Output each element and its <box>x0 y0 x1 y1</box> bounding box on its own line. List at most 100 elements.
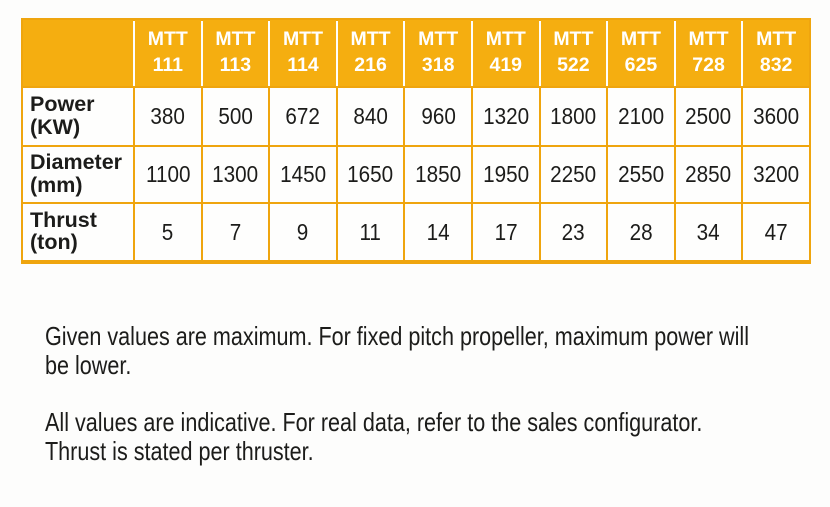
cell-diameter-mtt-318: 1850 <box>405 147 471 202</box>
col-header-series: MTT <box>756 27 797 50</box>
row-label-power: Power (KW) <box>23 88 133 145</box>
cell-power-mtt-832: 3600 <box>743 88 809 145</box>
note-line: be lower. <box>45 350 132 380</box>
cell-value: 380 <box>150 103 186 129</box>
row-label-text: Power <box>30 92 95 116</box>
table-corner-cell <box>23 20 133 86</box>
col-header-series: MTT <box>620 27 661 50</box>
col-header-model: 113 <box>219 53 252 76</box>
col-header-model: 522 <box>557 53 590 76</box>
cell-value: 1100 <box>145 161 191 187</box>
cell-power-mtt-522: 1800 <box>540 88 607 145</box>
cell-value: 840 <box>353 103 388 129</box>
col-header-mtt-114: MTT 114 <box>268 20 336 86</box>
cell-value: 2850 <box>685 161 732 187</box>
cell-value: 3600 <box>753 103 800 129</box>
cell-value: 9 <box>297 218 309 245</box>
col-header-series: MTT <box>215 27 256 50</box>
note-line: Thrust is stated per thruster. <box>45 436 314 466</box>
cell-diameter-mtt-625: 2550 <box>608 147 674 202</box>
cell-value: 3200 <box>753 161 800 187</box>
row-label-unit: (mm) <box>30 172 83 197</box>
cell-value: 47 <box>764 218 788 245</box>
cell-value: 34 <box>697 218 721 245</box>
cell-value: 672 <box>285 103 321 129</box>
cell-diameter-mtt-728: 2850 <box>675 147 742 202</box>
note-paragraph-2: All values are indicative. For real data… <box>45 408 702 466</box>
cell-value: 1850 <box>415 161 462 187</box>
cell-diameter-mtt-832: 3200 <box>743 147 809 202</box>
cell-diameter-mtt-419: 1950 <box>472 147 539 202</box>
col-header-model: 832 <box>759 53 793 76</box>
col-header-model: 216 <box>354 53 387 76</box>
note-line: All values are indicative. For real data… <box>45 407 703 437</box>
col-header-model: 625 <box>624 53 658 76</box>
col-header-series: MTT <box>688 27 729 50</box>
cell-thrust-mtt-111: 5 <box>135 204 201 260</box>
col-header-series: MTT <box>350 27 391 50</box>
cell-power-mtt-114: 672 <box>270 88 336 145</box>
cell-thrust-mtt-419: 17 <box>472 204 539 260</box>
cell-value: 2500 <box>685 103 732 129</box>
cell-value: 2550 <box>617 161 664 187</box>
col-header-mtt-113: MTT 113 <box>200 20 269 86</box>
cell-power-mtt-111: 380 <box>135 88 201 145</box>
col-header-model: 728 <box>692 53 725 76</box>
col-header-series: MTT <box>282 27 324 50</box>
cell-diameter-mtt-113: 1300 <box>202 147 269 202</box>
cell-value: 28 <box>629 218 653 245</box>
col-header-model: 111 <box>152 53 183 76</box>
cell-thrust-mtt-114: 9 <box>270 204 336 260</box>
col-header-mtt-832: MTT 832 <box>741 20 809 86</box>
cell-value: 500 <box>218 103 253 129</box>
cell-diameter-mtt-111: 1100 <box>135 147 201 202</box>
cell-thrust-mtt-625: 28 <box>608 204 674 260</box>
col-header-series: MTT <box>485 27 526 50</box>
thruster-spec-table: MTT 111 MTT 113 MTT 114 MTT 216 MTT 318 MTT 419 MTT 5… <box>21 18 811 264</box>
row-label-text: Diameter <box>30 150 123 174</box>
cell-value: 14 <box>426 218 450 245</box>
cell-power-mtt-318: 960 <box>405 88 471 145</box>
note-line: Given values are maximum. For fixed pitc… <box>45 321 749 351</box>
col-header-model: 114 <box>287 53 319 76</box>
cell-value: 960 <box>420 103 456 129</box>
cell-diameter-mtt-114: 1450 <box>270 147 336 202</box>
col-header-mtt-728: MTT 728 <box>673 20 742 86</box>
cell-value: 1800 <box>550 103 597 129</box>
col-header-series: MTT <box>147 27 188 50</box>
col-header-series: MTT <box>553 27 594 50</box>
col-header-mtt-419: MTT 419 <box>470 20 539 86</box>
cell-thrust-mtt-728: 34 <box>675 204 742 260</box>
cell-thrust-mtt-318: 14 <box>405 204 471 260</box>
cell-value: 1950 <box>482 161 529 187</box>
cell-diameter-mtt-216: 1650 <box>337 147 404 202</box>
cell-power-mtt-216: 840 <box>337 88 404 145</box>
note-paragraph-1: Given values are maximum. For fixed pitc… <box>45 322 749 380</box>
cell-thrust-mtt-522: 23 <box>540 204 607 260</box>
cell-value: 23 <box>561 218 585 245</box>
cell-power-mtt-728: 2500 <box>675 88 742 145</box>
col-header-model: 318 <box>421 53 455 76</box>
row-label-diameter: Diameter (mm) <box>23 147 133 202</box>
col-header-mtt-216: MTT 216 <box>335 20 404 86</box>
col-header-mtt-318: MTT 318 <box>403 20 471 86</box>
cell-value: 1300 <box>212 161 259 187</box>
cell-power-mtt-625: 2100 <box>608 88 674 145</box>
cell-diameter-mtt-522: 2250 <box>540 147 607 202</box>
notes: Given values are maximum. For fixed pitc… <box>45 322 805 494</box>
cell-value: 1320 <box>482 103 529 129</box>
row-label-unit: (ton) <box>30 230 78 254</box>
col-header-mtt-111: MTT 111 <box>133 20 201 86</box>
col-header-series: MTT <box>418 27 459 50</box>
cell-value: 1450 <box>279 161 326 187</box>
cell-thrust-mtt-113: 7 <box>202 204 269 260</box>
cell-value: 1650 <box>347 161 394 187</box>
cell-value: 7 <box>229 218 242 245</box>
cell-thrust-mtt-216: 11 <box>337 204 404 260</box>
col-header-mtt-625: MTT 625 <box>606 20 674 86</box>
col-header-model: 419 <box>489 53 523 76</box>
cell-power-mtt-113: 500 <box>202 88 269 145</box>
cell-thrust-mtt-832: 47 <box>743 204 809 260</box>
cell-power-mtt-419: 1320 <box>472 88 539 145</box>
